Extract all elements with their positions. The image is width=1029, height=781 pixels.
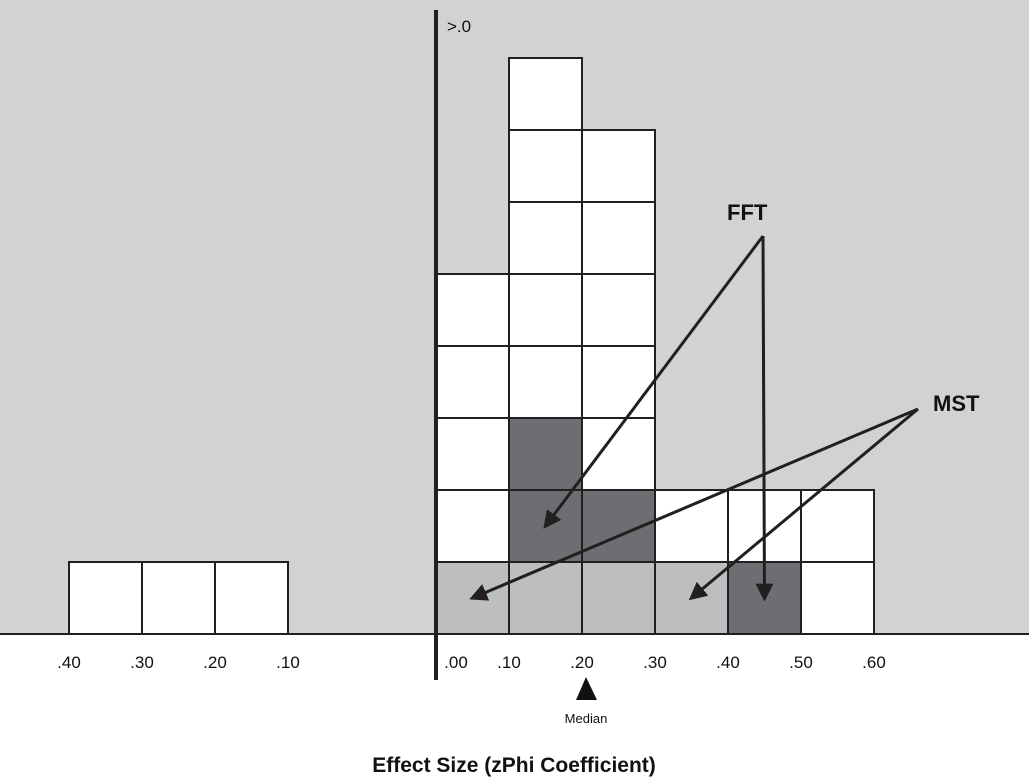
- x-tick-label-negative: .20: [203, 653, 227, 672]
- histogram-cell-white: [141, 561, 216, 635]
- x-tick-label-positive: .10: [497, 653, 521, 672]
- median-label: Median: [565, 711, 608, 726]
- median-marker: [576, 677, 597, 700]
- histogram-cell-white: [435, 489, 510, 563]
- histogram-cell-white: [68, 561, 143, 635]
- annotation-arrow-fft: [755, 235, 774, 602]
- histogram-cells: [68, 57, 875, 635]
- histogram-cell-white: [581, 273, 656, 347]
- x-tick-label-positive: .40: [716, 653, 740, 672]
- histogram-cell-dark: [508, 417, 583, 491]
- histogram-cell-white: [435, 417, 510, 491]
- histogram-cell-white: [435, 273, 510, 347]
- x-tick-label-positive: .00: [444, 653, 468, 672]
- x-tick-label-positive: .50: [789, 653, 813, 672]
- x-tick-label-negative: .40: [57, 653, 81, 672]
- annotation-arrow-mst: [688, 407, 919, 601]
- x-axis-title: Effect Size (zPhi Coefficient): [372, 754, 656, 777]
- histogram-cell-white: [800, 561, 875, 635]
- histogram-cell-light: [581, 561, 656, 635]
- x-tick-label-negative: .10: [276, 653, 300, 672]
- histogram-cell-white: [214, 561, 289, 635]
- x-tick-labels: .40 .30 .20 .10 .00 .10 .20 .30 .40 .50 .60: [57, 653, 886, 672]
- histogram-cell-white: [508, 57, 583, 131]
- top-label: >.0: [447, 17, 471, 36]
- annotation-label-mst: MST: [933, 391, 980, 416]
- x-tick-label-positive: .30: [643, 653, 667, 672]
- histogram-cell-white: [508, 201, 583, 275]
- histogram-cell-white: [508, 345, 583, 419]
- histogram-cell-light: [508, 561, 583, 635]
- histogram-cell-white: [654, 489, 729, 563]
- x-tick-label-positive: .20: [570, 653, 594, 672]
- annotation-arrow-fft: [543, 235, 765, 529]
- x-tick-label-negative: .30: [130, 653, 154, 672]
- histogram-cell-white: [581, 129, 656, 203]
- x-tick-label-positive: .60: [862, 653, 886, 672]
- histogram-cell-white: [581, 201, 656, 275]
- annotation-arrows: [469, 235, 919, 602]
- annotation-label-fft: FFT: [727, 200, 768, 225]
- histogram-cell-white: [508, 129, 583, 203]
- histogram-cell-white: [508, 273, 583, 347]
- annotation-arrow-mst: [469, 407, 919, 601]
- histogram-cell-white: [581, 345, 656, 419]
- histogram-cell-white: [800, 489, 875, 563]
- histogram-cell-white: [435, 345, 510, 419]
